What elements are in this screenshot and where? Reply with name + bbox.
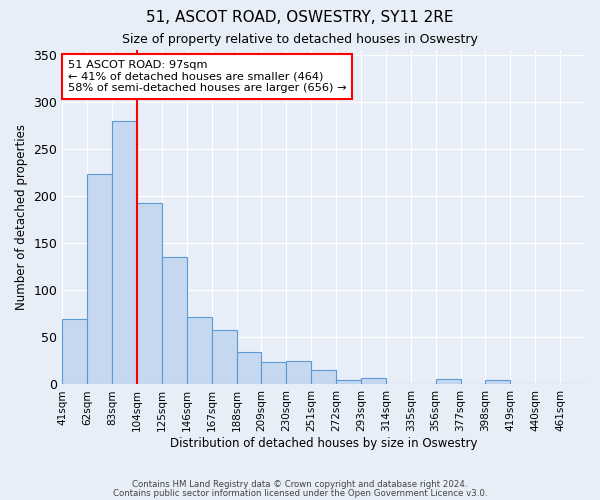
- Text: Contains public sector information licensed under the Open Government Licence v3: Contains public sector information licen…: [113, 488, 487, 498]
- Bar: [262, 362, 286, 384]
- Bar: [286, 361, 311, 384]
- Bar: [137, 202, 162, 384]
- Bar: [187, 316, 212, 384]
- Bar: [336, 380, 361, 384]
- Text: 51, ASCOT ROAD, OSWESTRY, SY11 2RE: 51, ASCOT ROAD, OSWESTRY, SY11 2RE: [146, 10, 454, 25]
- Bar: [436, 379, 461, 384]
- Bar: [212, 330, 236, 384]
- Bar: [162, 258, 187, 384]
- Bar: [62, 318, 87, 384]
- Bar: [112, 120, 137, 384]
- Text: Size of property relative to detached houses in Oswestry: Size of property relative to detached ho…: [122, 32, 478, 46]
- Bar: [236, 352, 262, 384]
- Bar: [485, 380, 511, 384]
- Bar: [87, 174, 112, 384]
- Y-axis label: Number of detached properties: Number of detached properties: [15, 124, 28, 310]
- X-axis label: Distribution of detached houses by size in Oswestry: Distribution of detached houses by size …: [170, 437, 478, 450]
- Text: 51 ASCOT ROAD: 97sqm
← 41% of detached houses are smaller (464)
58% of semi-deta: 51 ASCOT ROAD: 97sqm ← 41% of detached h…: [68, 60, 346, 93]
- Bar: [311, 370, 336, 384]
- Text: Contains HM Land Registry data © Crown copyright and database right 2024.: Contains HM Land Registry data © Crown c…: [132, 480, 468, 489]
- Bar: [361, 378, 386, 384]
